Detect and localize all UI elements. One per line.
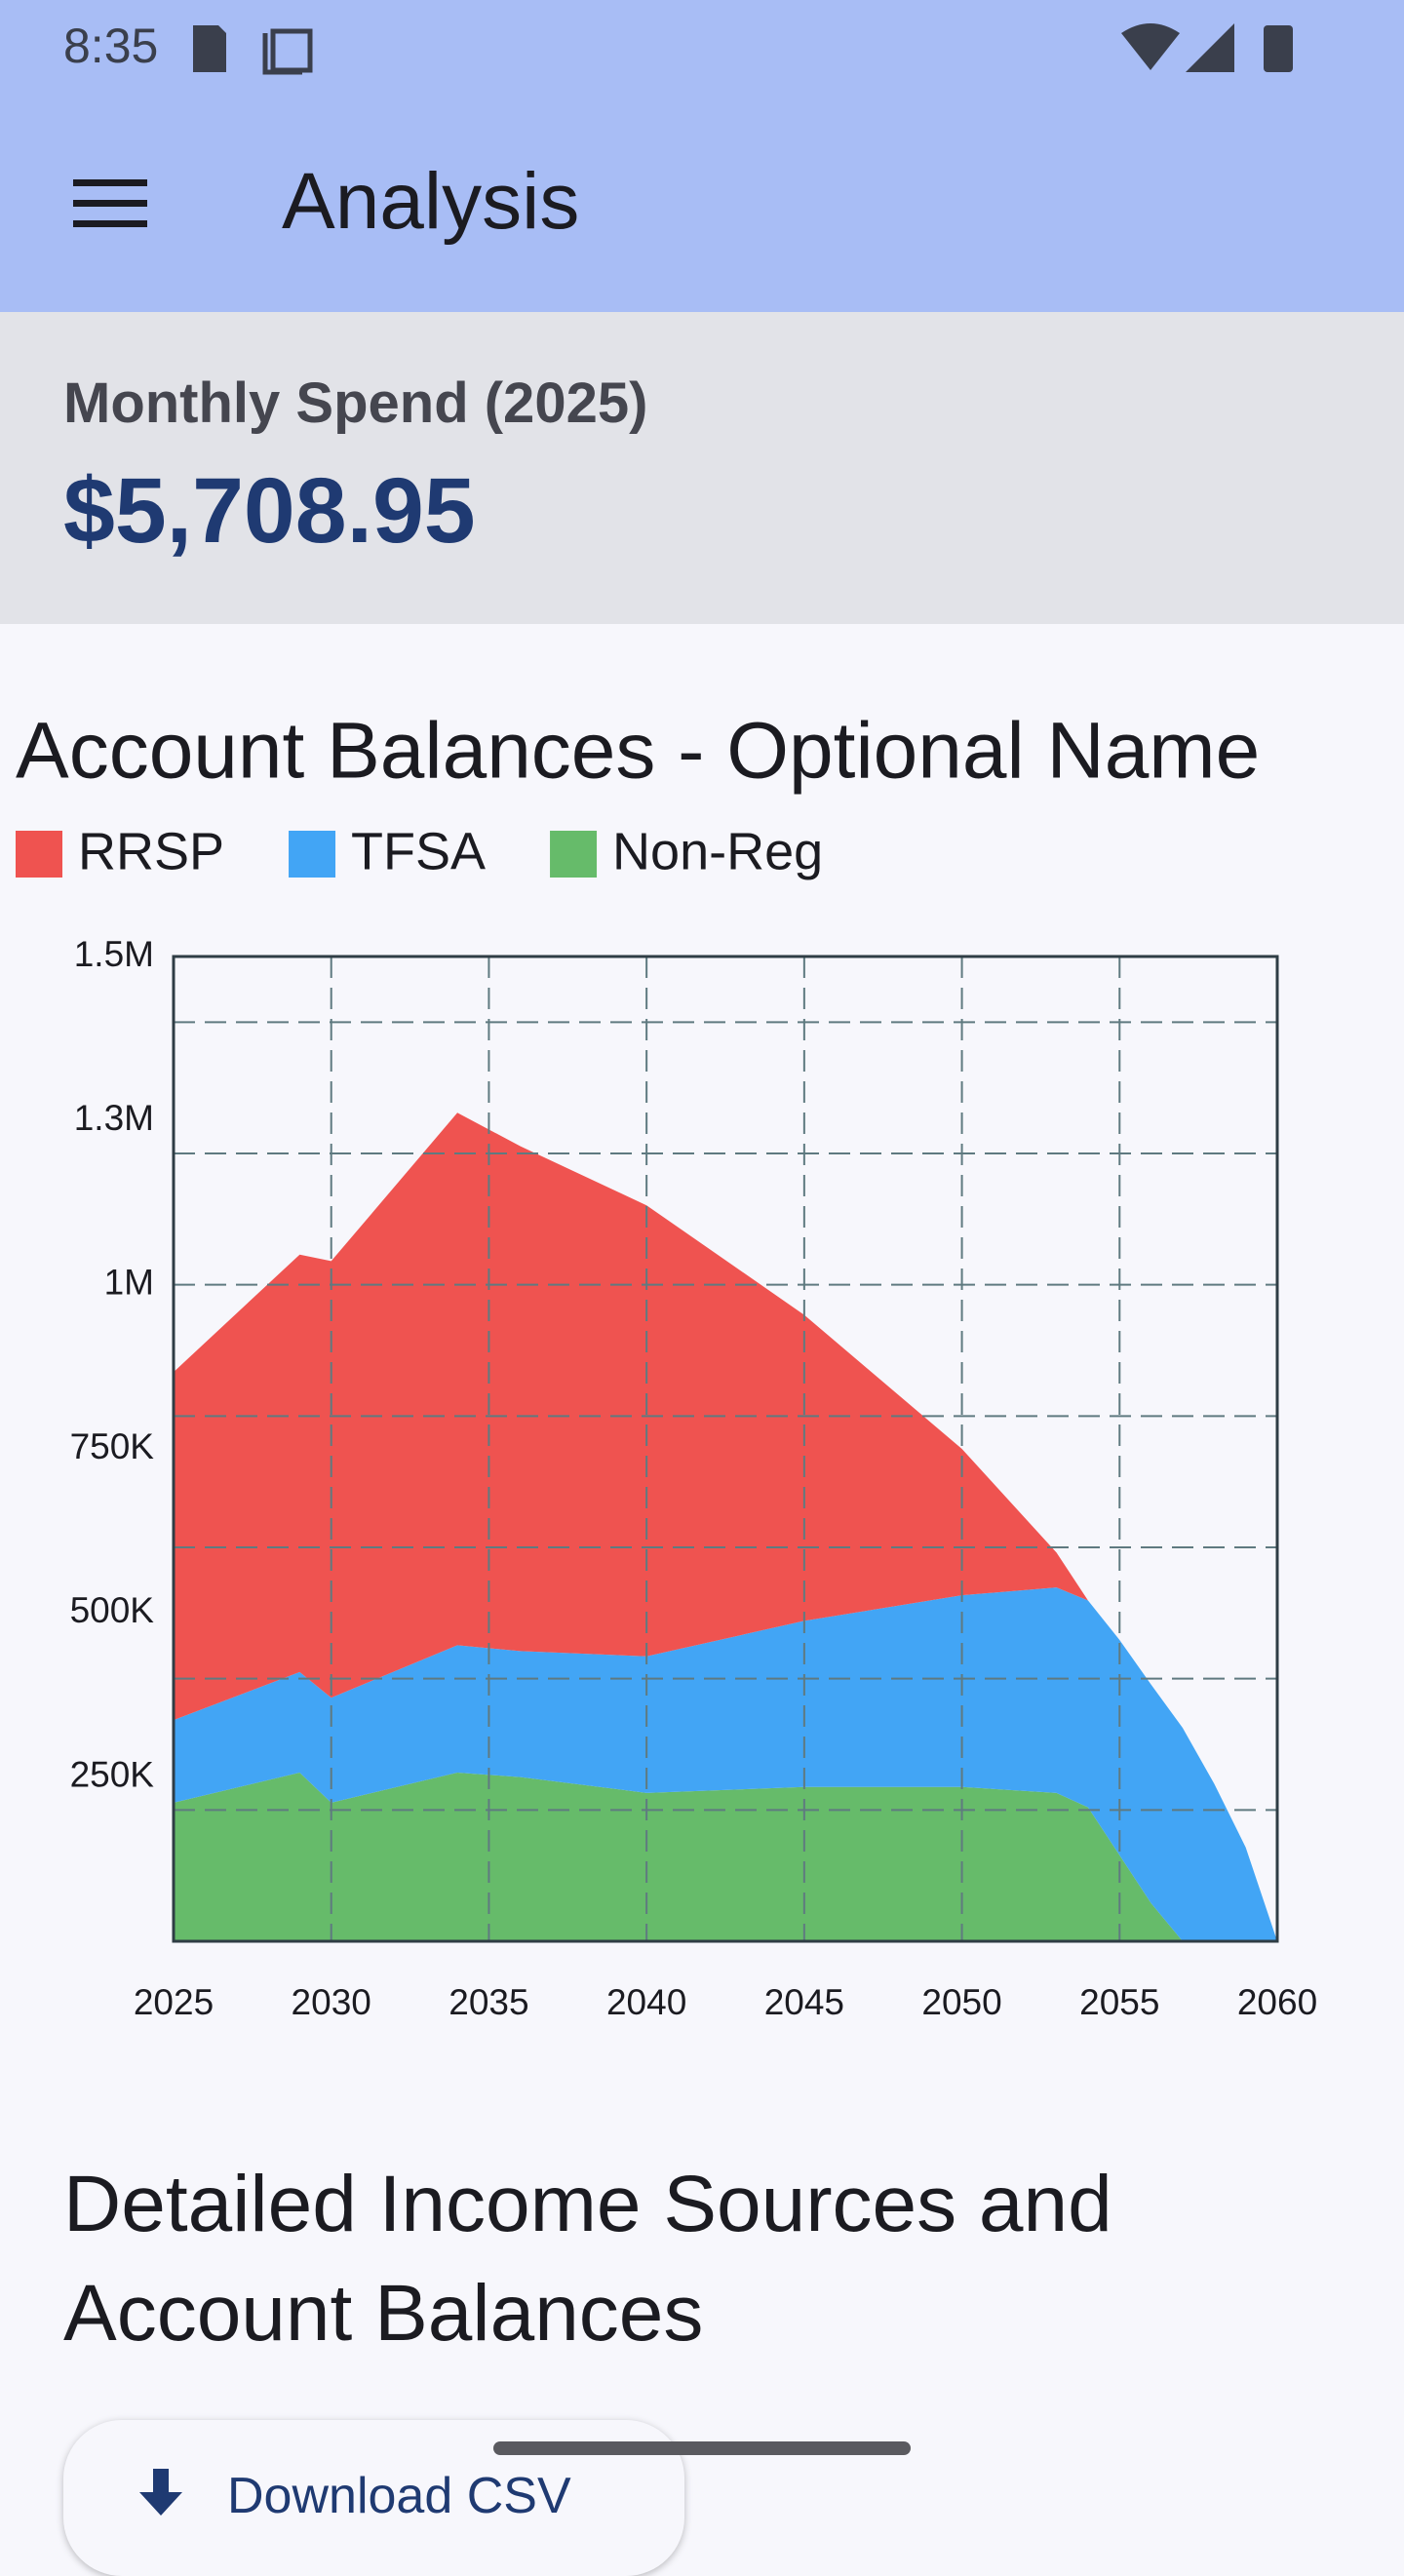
legend-swatch xyxy=(550,831,598,878)
summary-value: $5,708.95 xyxy=(63,459,476,563)
y-tick-label: 1.5M xyxy=(74,934,154,974)
legend-label: RRSP xyxy=(78,822,224,880)
x-tick-label: 2030 xyxy=(292,1982,371,2022)
download-icon xyxy=(139,2469,182,2516)
chart-title: Account Balances - Optional Name xyxy=(16,707,1260,796)
status-icons-left xyxy=(193,25,313,75)
x-tick-label: 2035 xyxy=(448,1982,528,2022)
x-tick-label: 2040 xyxy=(606,1982,686,2022)
status-bar: 8:35 xyxy=(0,0,1404,94)
app-title: Analysis xyxy=(282,157,580,246)
app-bar: Analysis xyxy=(0,94,1404,312)
legend-swatch xyxy=(16,831,62,878)
y-tick-label: 500K xyxy=(70,1590,155,1630)
y-tick-label: 250K xyxy=(70,1754,155,1794)
y-tick-label: 1.3M xyxy=(74,1098,154,1138)
menu-button[interactable] xyxy=(73,179,147,228)
button-label: Download CSV xyxy=(227,2468,571,2524)
x-tick-label: 2050 xyxy=(921,1982,1001,2022)
status-icons-right xyxy=(1121,23,1293,72)
nav-handle xyxy=(493,2441,911,2455)
area xyxy=(174,1112,1277,1941)
summary-label: Monthly Spend (2025) xyxy=(63,371,648,435)
legend-label: TFSA xyxy=(351,822,486,880)
x-tick-label: 2045 xyxy=(764,1982,844,2022)
section-heading: Detailed Income Sources and Account Bala… xyxy=(63,2160,1112,2358)
plot-border xyxy=(172,955,1279,1943)
page: 8:35 Analysis Monthly Spend (2025) $5,70… xyxy=(0,0,1404,2524)
y-tick-label: 750K xyxy=(70,1426,155,1466)
summary-card: Monthly Spend (2025) $5,708.95 xyxy=(0,312,1404,624)
chart: Account Balances - Optional Name RRSP TFS… xyxy=(16,707,1317,2022)
legend-label: Non-Reg xyxy=(612,822,823,880)
x-tick-label: 2025 xyxy=(134,1982,214,2022)
status-time: 8:35 xyxy=(63,19,159,73)
y-tick-label: 1M xyxy=(104,1262,154,1302)
legend-swatch xyxy=(289,831,336,878)
area xyxy=(174,1772,1277,1941)
x-tick-label: 2060 xyxy=(1237,1982,1317,2022)
area xyxy=(174,1587,1277,1941)
x-tick-label: 2055 xyxy=(1079,1982,1159,2022)
